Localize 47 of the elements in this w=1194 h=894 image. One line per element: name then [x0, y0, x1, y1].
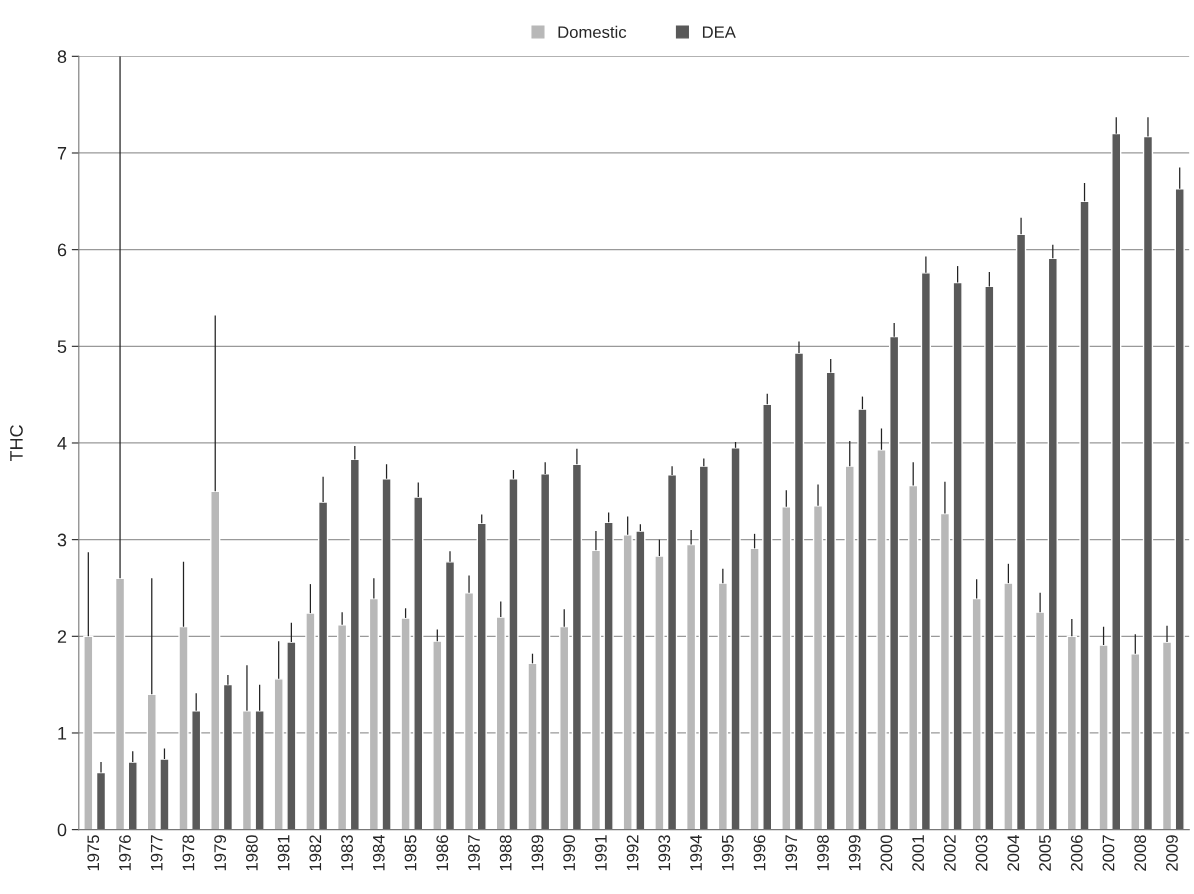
y-tick-label: 7 [57, 147, 67, 160]
y-tick-label: 4 [57, 437, 67, 450]
x-tick-label: 1980 [245, 835, 258, 871]
x-tick-label: 1988 [499, 835, 512, 871]
x-tick-label: 1982 [309, 835, 322, 871]
y-tick-label: 8 [57, 50, 67, 64]
y-tick-label: 3 [57, 533, 67, 547]
legend-label: DEA [702, 26, 736, 38]
y-tick-label: 2 [57, 630, 67, 643]
x-tick-label: 1986 [436, 835, 449, 871]
x-tick-label: 1985 [404, 835, 417, 871]
x-tick-label: 1977 [150, 835, 163, 871]
y-tick-label: 5 [57, 340, 67, 354]
x-tick-label: 1975 [87, 835, 100, 871]
y-tick-label: 1 [58, 727, 67, 740]
x-tick-label: 1999 [848, 835, 861, 871]
x-tick-label: 1997 [785, 835, 798, 871]
x-tick-label: 1989 [531, 835, 544, 871]
x-tick-label: 1990 [563, 835, 576, 871]
x-tick-label: 2003 [975, 835, 988, 871]
x-tick-label: 2008 [1134, 835, 1147, 871]
x-tick-label: 1976 [119, 835, 131, 871]
y-axis-title: THC [10, 425, 23, 462]
x-tick-label: 1996 [753, 835, 766, 871]
x-tick-label: 2002 [943, 835, 956, 871]
x-tick-label: 1991 [594, 835, 607, 871]
x-tick-label: 1992 [626, 835, 639, 871]
x-tick-label: 2000 [880, 835, 893, 871]
x-tick-label: 1995 [721, 835, 734, 871]
x-tick-label: 2004 [1007, 834, 1020, 871]
x-tick-label: 1984 [372, 834, 385, 871]
x-tick-label: 1993 [658, 835, 671, 871]
y-tick-label: 6 [57, 243, 67, 257]
y-tick-label: 0 [57, 823, 67, 837]
x-tick-label: 1978 [182, 835, 195, 871]
x-tick-label: 1987 [468, 835, 480, 871]
legend-label: Domestic [558, 25, 627, 39]
x-tick-label: 1979 [214, 835, 227, 871]
x-tick-label: 2001 [912, 835, 925, 871]
x-tick-label: 2007 [1102, 835, 1115, 871]
x-tick-label: 1994 [690, 834, 702, 871]
x-tick-label: 2005 [1039, 835, 1051, 871]
x-tick-label: 1983 [341, 835, 353, 871]
x-tick-label: 1981 [277, 835, 290, 871]
x-tick-label: 2009 [1166, 835, 1178, 871]
x-tick-label: 1998 [817, 835, 829, 871]
x-tick-label: 2006 [1070, 835, 1083, 871]
